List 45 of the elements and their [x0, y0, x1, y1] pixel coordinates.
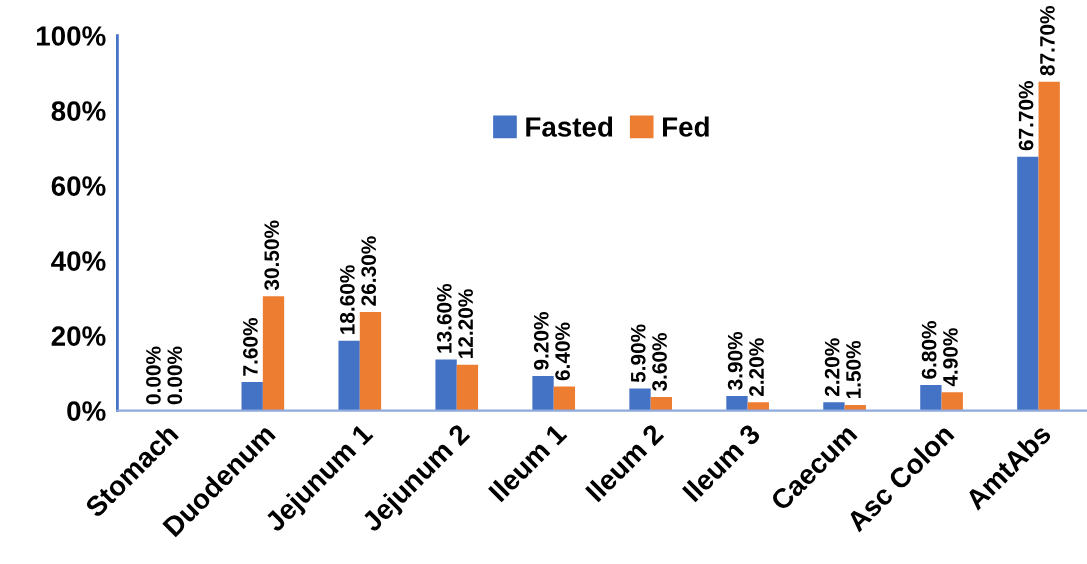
- y-tick-label: 80%: [51, 101, 106, 121]
- data-label: 6.40%: [555, 322, 570, 381]
- y-tick-label: 100%: [36, 26, 106, 46]
- data-label: 26.30%: [361, 236, 377, 306]
- data-label: 18.60%: [339, 265, 355, 334]
- bar: [553, 386, 576, 411]
- bar: [747, 402, 769, 411]
- data-label: 7.60%: [243, 318, 258, 376]
- bar: [726, 395, 748, 411]
- data-label: 3.60%: [652, 333, 667, 392]
- data-label: 3.90%: [727, 331, 743, 390]
- data-label: 2.20%: [824, 338, 840, 397]
- data-label: 87.70%: [1040, 6, 1055, 76]
- y-tick-label: 20%: [51, 326, 106, 346]
- legend-label: Fasted: [526, 116, 613, 137]
- data-label: 2.20%: [749, 338, 764, 397]
- y-tick-label: 60%: [51, 176, 106, 196]
- bar: [435, 359, 457, 411]
- y-tick-label: 40%: [51, 251, 106, 271]
- data-label: 0.00%: [167, 346, 183, 405]
- data-label: 1.50%: [846, 340, 861, 399]
- data-label: 13.60%: [436, 283, 452, 353]
- bar: [532, 376, 554, 411]
- bar: [359, 311, 382, 411]
- y-tick-label: 0%: [67, 401, 106, 421]
- legend-label: Fed: [663, 116, 709, 137]
- bar: [823, 402, 845, 411]
- bar: [262, 296, 285, 411]
- data-label: 12.20%: [458, 289, 474, 358]
- data-label: 6.80%: [921, 321, 937, 379]
- data-label: 0.00%: [146, 346, 161, 405]
- bar: [241, 382, 263, 411]
- bar: [941, 392, 963, 411]
- data-label: 4.90%: [943, 328, 958, 387]
- data-label: 67.70%: [1018, 81, 1034, 151]
- data-label: 5.90%: [630, 324, 646, 383]
- data-label: 30.50%: [264, 220, 280, 291]
- bar: [456, 364, 479, 411]
- bar: [629, 388, 651, 411]
- bar: [920, 385, 942, 411]
- bar: [338, 340, 360, 411]
- data-label: 9.20%: [533, 312, 549, 370]
- bar: [1038, 81, 1060, 411]
- bar: [650, 397, 673, 411]
- bar: [1017, 156, 1039, 411]
